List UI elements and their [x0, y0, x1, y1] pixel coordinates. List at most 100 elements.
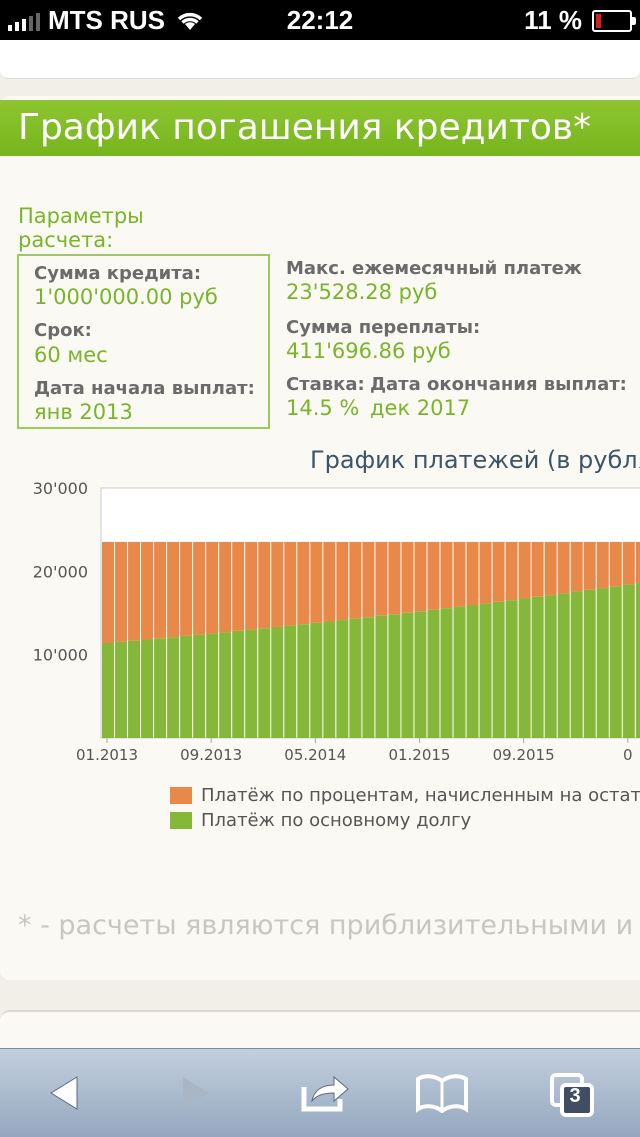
bar-interest [492, 541, 505, 602]
bar-interest [479, 541, 492, 604]
bar-interest [440, 541, 453, 609]
bar-principal [349, 618, 362, 738]
bar-principal [414, 611, 427, 738]
rate-label: Ставка: [286, 374, 365, 395]
term-label: Срок: [34, 320, 92, 341]
bar-principal [323, 621, 336, 738]
bar-interest [466, 541, 479, 606]
overpay-value: 411'696.86 руб [286, 339, 451, 363]
bar-principal [310, 622, 323, 738]
loan-amount-label: Сумма кредита: [34, 263, 202, 284]
bar-interest [583, 541, 596, 590]
bar-principal [479, 603, 492, 738]
x-tick-label: 01.2015 [388, 746, 450, 764]
bar-interest [154, 541, 167, 639]
legend-label-principal: Платёж по основному долгу [201, 810, 472, 831]
bar-principal [258, 628, 271, 738]
browser-toolbar [0, 1048, 640, 1137]
bar-principal [440, 608, 453, 738]
bar-interest [323, 541, 336, 622]
bar-principal [232, 630, 245, 738]
bar-principal [219, 632, 232, 738]
bar-interest [193, 541, 206, 635]
bar-principal [505, 600, 518, 738]
bar-interest [180, 541, 193, 636]
bar-principal [193, 634, 206, 738]
share-button[interactable] [270, 1049, 370, 1137]
bar-interest [232, 541, 245, 631]
bar-interest [609, 541, 622, 587]
bar-principal [154, 638, 167, 738]
bookmarks-button[interactable] [386, 1049, 486, 1137]
bar-interest [141, 541, 154, 640]
bar-principal [453, 606, 466, 738]
bar-principal [388, 614, 401, 738]
carrier: MTS RUS [8, 5, 205, 36]
bar-principal [635, 582, 640, 738]
rate-value: 14.5 % [286, 396, 360, 420]
wifi-icon [177, 12, 203, 30]
bar-principal [401, 612, 414, 738]
bar-principal [544, 595, 557, 738]
bar-interest [115, 541, 128, 642]
bar-principal [297, 624, 310, 738]
previous-section-card [0, 40, 640, 79]
bar-principal [531, 596, 544, 738]
chart-title: График платежей (в рубля [310, 446, 640, 474]
bar-principal [271, 626, 284, 738]
overpay-label: Сумма переплаты: [286, 317, 481, 338]
bar-principal [336, 620, 349, 738]
bar-principal [375, 615, 388, 738]
share-icon [301, 1075, 349, 1112]
max-payment-label: Макс. ежемесячный платеж [286, 258, 582, 279]
bar-interest [284, 541, 297, 626]
bar-principal [427, 609, 440, 738]
x-tick-label: 01.2013 [76, 746, 138, 764]
signal-icon [8, 11, 40, 31]
bar-interest [544, 541, 557, 596]
legend-swatch-principal [170, 812, 192, 829]
page-title: График погашения кредитов* [0, 100, 640, 156]
bar-interest [401, 541, 414, 613]
bar-principal [583, 589, 596, 738]
end-date-label: Дата окончания выплат: [370, 374, 627, 395]
bar-principal [622, 584, 635, 738]
start-date-value: янв 2013 [34, 400, 133, 424]
bar-principal [492, 601, 505, 738]
loan-amount-value: 1'000'000.00 руб [34, 285, 218, 309]
bar-principal [570, 591, 583, 738]
bar-principal [206, 633, 219, 738]
bar-interest [570, 541, 583, 592]
bar-interest [349, 541, 362, 619]
bar-interest [622, 541, 635, 585]
bar-interest [219, 541, 232, 633]
bar-principal [180, 635, 193, 738]
x-tick-label: 09.2015 [493, 746, 555, 764]
clock: 22:12 [286, 5, 354, 35]
bar-principal [128, 640, 141, 738]
bar-interest [297, 541, 310, 625]
status-bar: MTS RUS 22:12 11 % [0, 0, 640, 40]
forward-arrow-icon [183, 1077, 209, 1109]
bar-interest [271, 541, 284, 627]
y-tick-label: 10'000 [33, 646, 88, 665]
tabs-count: 3 [569, 1085, 581, 1107]
payment-chart: 10'000 20'000 30'000 01.2013 09.2013 05.2014… [33, 479, 640, 764]
battery-percent: 11 % [524, 5, 582, 35]
bar-principal [284, 625, 297, 738]
params-heading: Параметры расчета: [18, 204, 144, 252]
book-icon [416, 1074, 468, 1113]
tabs-button[interactable] [520, 1049, 620, 1137]
max-payment-value: 23'528.28 руб [286, 280, 438, 304]
bar-interest [102, 541, 115, 643]
bar-interest [596, 541, 609, 589]
bar-interest [453, 541, 466, 607]
next-section-card [0, 1010, 640, 1052]
tabs-icon [550, 1073, 594, 1117]
y-tick-label: 20'000 [33, 562, 88, 581]
bar-principal [115, 641, 128, 738]
forward-button[interactable] [145, 1049, 245, 1137]
back-button[interactable] [15, 1049, 115, 1137]
bar-interest [557, 541, 570, 594]
bar-principal [141, 639, 154, 738]
